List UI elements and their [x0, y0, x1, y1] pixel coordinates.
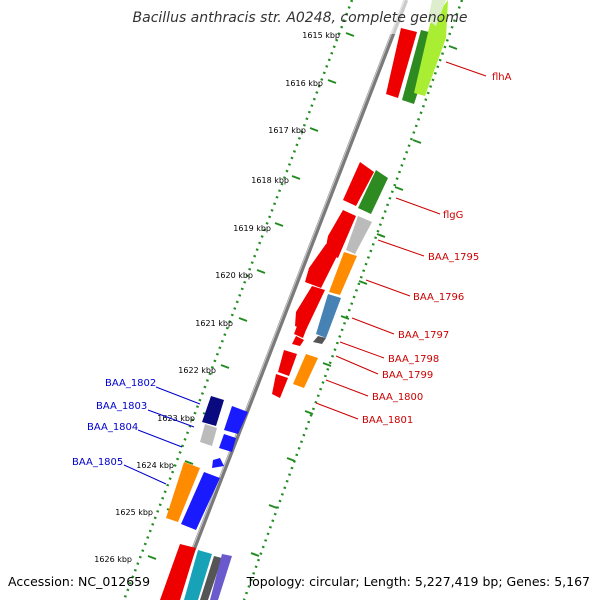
tick-label: 1621 kbp — [195, 319, 233, 328]
tick-label: 1617 kbp — [268, 126, 306, 135]
tick-label: 1622 kbp — [178, 366, 216, 375]
tick-1625: 1625 kbp — [115, 508, 176, 517]
tick-1615: 1615 kbp — [302, 31, 355, 40]
accession-text: Accession: NC_012659 — [8, 574, 150, 589]
tick-1618: 1618 kbp — [251, 175, 301, 185]
tick-1620: 1620 kbp — [215, 269, 266, 280]
cds-reverse-block — [166, 396, 248, 530]
cds-top-block — [386, 0, 448, 104]
tick-1616: 1616 kbp — [285, 79, 337, 88]
gene-label-text: BAA_1796 — [413, 292, 464, 303]
tick-label: 1620 kbp — [215, 271, 253, 280]
gene-label-text: flhA — [492, 72, 512, 83]
gene-label-BAA_1805[interactable]: BAA_1805 — [72, 457, 167, 485]
outer-ruler — [122, 0, 354, 600]
gene-label-text: flgG — [443, 210, 463, 221]
tick-1624: 1624 kbp — [136, 460, 194, 470]
gene-label-BAA_1798[interactable]: BAA_1798 — [339, 341, 439, 365]
tick-1626: 1626 kbp — [94, 555, 157, 564]
gene-label-BAA_1803[interactable]: BAA_1803 — [96, 401, 195, 428]
tick-label: 1616 kbp — [285, 79, 323, 88]
gene-label-text: BAA_1801 — [362, 415, 413, 426]
tick-1622: 1622 kbp — [178, 364, 230, 375]
gene-label-text: BAA_1805 — [72, 457, 123, 468]
gene-label-text: BAA_1800 — [372, 392, 423, 403]
tick-label: 1618 kbp — [251, 176, 289, 185]
gene-label-text: BAA_1802 — [105, 378, 156, 389]
gene-label-BAA_1802[interactable]: BAA_1802 — [105, 378, 201, 405]
gene-label-BAA_1799[interactable]: BAA_1799 — [335, 355, 433, 381]
cds-bottom-block — [160, 544, 232, 600]
tick-1619: 1619 kbp — [233, 222, 284, 233]
gene-label-text: BAA_1798 — [388, 354, 439, 365]
inner-ruler — [242, 0, 464, 600]
tick-1621: 1621 kbp — [195, 317, 248, 328]
tick-1617: 1617 kbp — [268, 126, 319, 135]
gene-label-BAA_1797[interactable]: BAA_1797 — [351, 317, 449, 341]
tick-label: 1624 kbp — [136, 461, 174, 470]
gene-label-BAA_1804[interactable]: BAA_1804 — [87, 422, 183, 448]
map-title: Bacillus anthracis str. A0248, complete … — [133, 10, 468, 26]
gene-label-BAA_1796[interactable]: BAA_1796 — [365, 279, 464, 303]
genome-backbone — [171, 0, 409, 600]
gene-label-BAA_1800[interactable]: BAA_1800 — [325, 379, 423, 403]
gene-label-BAA_1801[interactable]: BAA_1801 — [315, 402, 413, 426]
genome-backbone-highlight — [172, 0, 405, 600]
tick-label: 1615 kbp — [302, 31, 340, 40]
gene-label-BAA_1795[interactable]: BAA_1795 — [377, 239, 479, 263]
tick-label: 1626 kbp — [94, 555, 132, 564]
tick-label: 1625 kbp — [115, 508, 153, 517]
gene-label-text: BAA_1799 — [382, 370, 433, 381]
gene-label-flhA[interactable]: flhA — [445, 61, 512, 83]
gene-label-text: BAA_1795 — [428, 252, 479, 263]
inner-ruler-ticks — [250, 45, 458, 557]
gene-label-flgG[interactable]: flgG — [395, 197, 463, 221]
gene-label-text: BAA_1797 — [398, 330, 449, 341]
genome-summary-text: Topology: circular; Length: 5,227,419 bp… — [246, 574, 590, 589]
gene-label-text: BAA_1803 — [96, 401, 147, 412]
cds-flgG-block — [272, 162, 388, 398]
tick-label: 1623 kbp — [157, 414, 195, 423]
gene-label-text: BAA_1804 — [87, 422, 138, 433]
tick-label: 1619 kbp — [233, 224, 271, 233]
